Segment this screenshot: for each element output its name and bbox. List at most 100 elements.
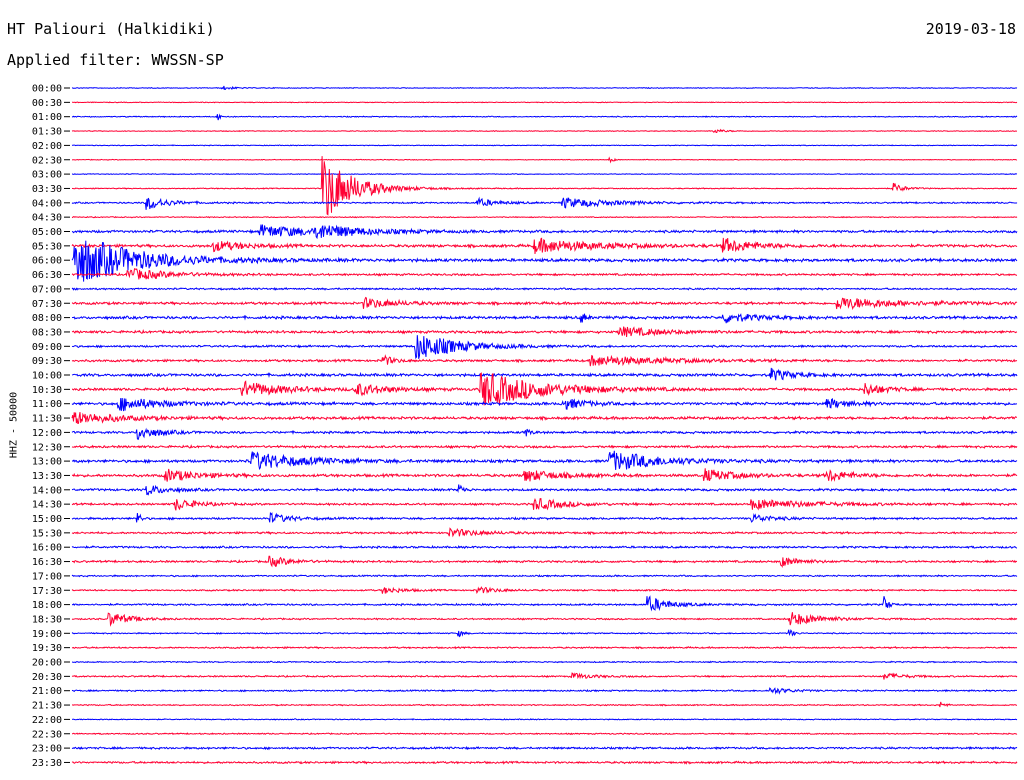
- row-time-label: 16:00: [32, 543, 62, 554]
- row-time-label: 11:30: [32, 414, 62, 425]
- filter-label: Applied filter: WWSSN-SP: [7, 51, 224, 69]
- trace-1830: [71, 612, 1018, 627]
- trace-0200: [71, 144, 1018, 147]
- row-time-label: 23:00: [32, 744, 62, 755]
- row-time-label: 19:00: [32, 629, 62, 640]
- row-time-label: 01:30: [32, 127, 62, 138]
- trace-1430: [71, 497, 1018, 511]
- row-time-label: 17:30: [32, 586, 62, 597]
- trace-1700: [71, 574, 1018, 578]
- trace-2100: [71, 687, 1017, 695]
- trace-1630: [71, 555, 1017, 569]
- row-time-label: 10:00: [32, 371, 62, 382]
- row-time-label: 22:30: [32, 729, 62, 740]
- trace-1900: [71, 629, 1018, 638]
- date-label: 2019-03-18: [925, 20, 1016, 38]
- row-time-label: 18:00: [32, 600, 62, 611]
- trace-0830: [71, 326, 1018, 338]
- row-time-label: 06:00: [32, 256, 62, 267]
- trace-2230: [72, 732, 1018, 736]
- row-time-label: 01:00: [32, 112, 62, 123]
- row-time-label: 09:00: [32, 342, 62, 353]
- trace-0700: [71, 286, 1018, 291]
- trace-1530: [71, 527, 1018, 538]
- row-time-label: 02:00: [32, 141, 62, 152]
- trace-2130: [71, 701, 1017, 708]
- trace-0800: [71, 313, 1018, 324]
- row-time-label: 06:30: [32, 270, 62, 281]
- trace-0600: [71, 240, 1018, 282]
- row-time-label: 13:00: [32, 457, 62, 468]
- trace-1330: [71, 468, 1018, 482]
- row-time-label: 00:30: [32, 98, 62, 109]
- row-time-label: 18:30: [32, 614, 62, 625]
- trace-0930: [71, 354, 1018, 367]
- row-time-label: 07:30: [32, 299, 62, 310]
- trace-0530: [71, 237, 1018, 255]
- row-time-label: 02:30: [32, 155, 62, 166]
- row-time-label: 21:30: [32, 701, 62, 712]
- trace-1400: [71, 484, 1017, 496]
- trace-1800: [71, 595, 1018, 612]
- trace-0900: [71, 335, 1018, 360]
- station-title: HT Paliouri (Halkidiki): [7, 20, 215, 38]
- row-time-label: 05:00: [32, 227, 62, 238]
- trace-1200: [71, 427, 1018, 441]
- row-time-label: 07:00: [32, 284, 62, 295]
- row-time-label: 08:30: [32, 327, 62, 338]
- row-time-label: 11:00: [32, 399, 62, 410]
- row-time-label: 15:30: [32, 528, 62, 539]
- row-time-label: 20:30: [32, 672, 62, 683]
- row-time-label: 04:30: [32, 213, 62, 224]
- trace-1000: [71, 367, 1018, 381]
- row-time-label: 03:30: [32, 184, 62, 195]
- trace-0300: [71, 173, 1018, 176]
- row-time-label: 04:00: [32, 198, 62, 209]
- row-time-label: 16:30: [32, 557, 62, 568]
- row-time-label: 12:00: [32, 428, 62, 439]
- row-time-label: 17:00: [32, 571, 62, 582]
- row-time-label: 20:00: [32, 658, 62, 669]
- row-time-label: 19:30: [32, 643, 62, 654]
- row-time-label: 22:00: [32, 715, 62, 726]
- trace-2030: [71, 672, 1018, 680]
- row-time-label: 12:30: [32, 442, 62, 453]
- trace-0500: [71, 224, 1018, 240]
- trace-1930: [71, 645, 1018, 650]
- trace-1100: [71, 397, 1017, 412]
- trace-1130: [71, 412, 1017, 424]
- trace-1230: [71, 444, 1018, 450]
- row-time-label: 10:30: [32, 385, 62, 396]
- trace-0130: [71, 128, 1017, 133]
- trace-2000: [71, 660, 1018, 664]
- trace-0230: [71, 156, 1018, 164]
- row-time-label: 05:30: [32, 241, 62, 252]
- trace-1730: [71, 586, 1018, 594]
- row-time-label: 14:30: [32, 500, 62, 511]
- row-time-label: 08:00: [32, 313, 62, 324]
- trace-0100: [71, 113, 1018, 121]
- row-time-label: 03:00: [32, 170, 62, 181]
- trace-0030: [71, 101, 1018, 104]
- trace-1300: [71, 450, 1018, 470]
- row-time-label: 09:30: [32, 356, 62, 367]
- trace-0330: [71, 156, 1018, 216]
- trace-2200: [71, 718, 1018, 721]
- row-time-label: 14:00: [32, 485, 62, 496]
- trace-1500: [71, 511, 1018, 523]
- trace-2300: [71, 745, 1018, 751]
- row-time-label: 13:30: [32, 471, 62, 482]
- trace-2330: [71, 760, 1018, 765]
- row-time-label: 15:00: [32, 514, 62, 525]
- row-time-label: 00:00: [32, 84, 62, 95]
- trace-0730: [71, 296, 1018, 311]
- row-time-label: 21:00: [32, 686, 62, 697]
- trace-0630: [71, 268, 1017, 280]
- trace-1600: [71, 544, 1018, 550]
- trace-1030: [71, 372, 1018, 406]
- trace-0430: [71, 215, 1018, 219]
- trace-0000: [71, 85, 1018, 91]
- row-time-label: 23:30: [32, 758, 62, 769]
